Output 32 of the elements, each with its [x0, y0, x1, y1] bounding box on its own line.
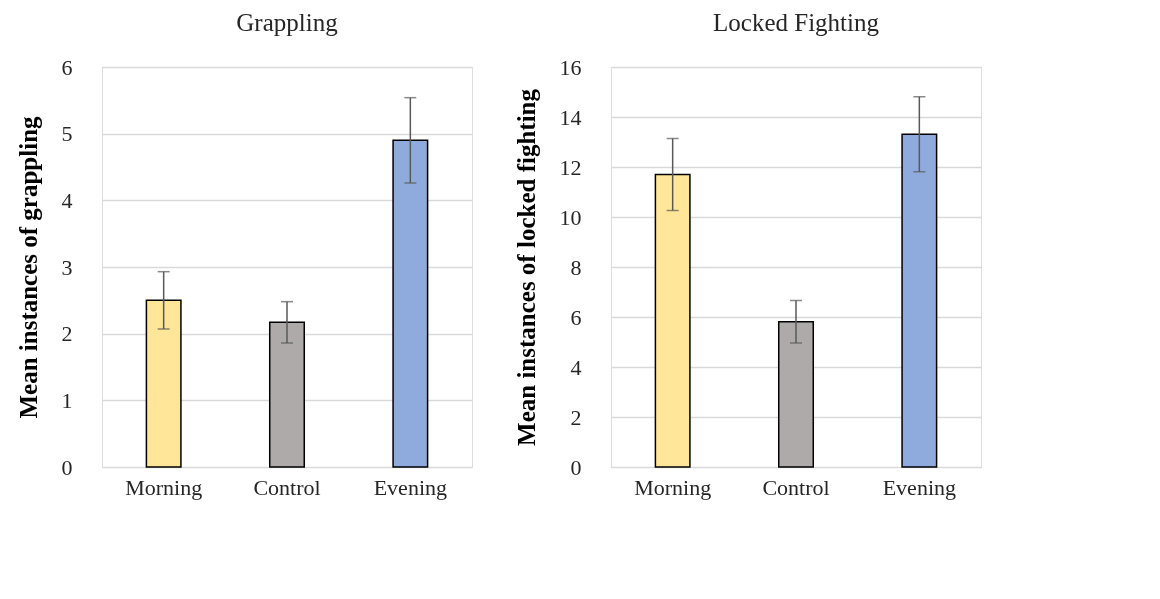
x-tick-label: Evening [882, 474, 956, 500]
x-tick-label: Morning [634, 474, 712, 500]
x-tick-label: Control [253, 474, 321, 500]
y-tick-label: 12 [559, 154, 582, 180]
y-tick-label: 6 [61, 54, 73, 80]
chart-title: Grappling [236, 9, 339, 36]
bar [777, 321, 815, 468]
y-axis-title: Mean instances of grappling [14, 115, 42, 419]
y-tick-label: 14 [559, 104, 582, 130]
y-tick-label: 2 [570, 404, 582, 430]
y-tick-label: 0 [61, 454, 73, 480]
y-tick-label: 3 [61, 254, 73, 280]
bar [268, 321, 306, 468]
y-tick-label: 6 [570, 304, 582, 330]
bar [654, 173, 691, 468]
chart-title: Locked Fighting [713, 9, 880, 36]
y-tick-label: 0 [570, 454, 582, 480]
bar [392, 139, 429, 468]
x-tick-label: Morning [125, 474, 203, 500]
y-tick-label: 8 [570, 254, 582, 280]
bar [145, 299, 182, 468]
y-tick-label: 4 [570, 354, 582, 380]
y-axis-title: Mean instances of locked fighting [512, 88, 540, 446]
y-tick-label: 10 [559, 204, 582, 230]
y-tick-label: 5 [61, 121, 73, 147]
y-tick-label: 1 [61, 387, 73, 413]
y-tick-label: 4 [61, 187, 73, 213]
x-tick-label: Control [762, 474, 830, 500]
bar [901, 133, 938, 468]
y-tick-label: 2 [61, 321, 73, 347]
y-tick-label: 16 [559, 54, 582, 80]
x-tick-label: Evening [373, 474, 447, 500]
